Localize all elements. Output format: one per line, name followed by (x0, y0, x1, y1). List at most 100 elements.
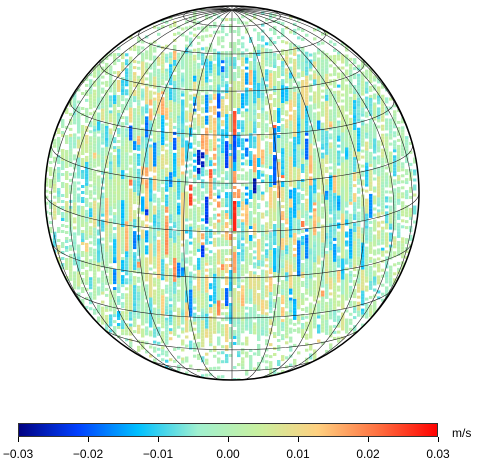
velocity-cell (269, 130, 273, 134)
velocity-cell (105, 116, 109, 120)
velocity-cell (153, 79, 157, 83)
velocity-cell (277, 195, 281, 198)
velocity-cell (125, 260, 129, 264)
velocity-cell (289, 255, 293, 259)
velocity-cell (105, 179, 109, 183)
velocity-cell (77, 118, 81, 122)
velocity-cell (197, 53, 201, 57)
velocity-cell (277, 363, 281, 366)
velocity-cell (185, 299, 189, 303)
velocity-cell (125, 215, 129, 219)
velocity-cell (281, 145, 285, 149)
velocity-cell (157, 263, 161, 267)
velocity-cell (225, 204, 229, 208)
velocity-cell (73, 118, 77, 122)
velocity-cell (197, 266, 201, 270)
velocity-cell (201, 275, 205, 279)
velocity-cell (281, 73, 285, 77)
velocity-cell (193, 300, 197, 304)
velocity-cell (285, 227, 289, 231)
velocity-cell (137, 195, 141, 199)
velocity-cell (93, 149, 97, 153)
velocity-cell (197, 236, 201, 240)
velocity-cell (257, 308, 261, 311)
velocity-cell (45, 183, 49, 187)
velocity-cell (237, 165, 241, 169)
velocity-cell (185, 200, 189, 204)
velocity-cell (233, 213, 237, 216)
velocity-cell (269, 79, 273, 83)
velocity-cell (145, 35, 149, 39)
velocity-cell (189, 217, 193, 221)
velocity-cell (269, 37, 273, 41)
velocity-cell (193, 150, 197, 154)
velocity-cell (241, 366, 245, 370)
velocity-cell (181, 273, 185, 277)
velocity-cell (197, 176, 201, 180)
velocity-cell (73, 133, 77, 137)
velocity-cell (245, 204, 249, 208)
velocity-cell (289, 249, 293, 253)
velocity-cell (221, 75, 225, 79)
velocity-cell (289, 162, 293, 166)
velocity-cell (293, 76, 297, 80)
velocity-cell (213, 21, 217, 25)
velocity-cell (69, 103, 73, 107)
velocity-cell (93, 188, 97, 192)
velocity-cell (93, 263, 97, 267)
velocity-cell (117, 197, 121, 200)
velocity-cell (61, 251, 65, 254)
velocity-cell (109, 128, 113, 132)
velocity-cell (65, 267, 69, 270)
velocity-cell (257, 368, 261, 371)
velocity-cell (105, 317, 109, 321)
velocity-cell (233, 192, 237, 195)
velocity-cell (229, 252, 233, 255)
velocity-cell (201, 53, 205, 57)
velocity-cell (121, 116, 125, 120)
velocity-cell (153, 64, 157, 68)
velocity-cell (281, 262, 285, 266)
velocity-cell (93, 296, 97, 300)
velocity-cell (113, 182, 117, 186)
velocity-cell (281, 34, 285, 38)
velocity-cell (137, 258, 141, 262)
velocity-cell (257, 137, 261, 140)
velocity-cell (133, 285, 137, 289)
velocity-cell (281, 61, 285, 65)
velocity-cell (213, 180, 217, 184)
velocity-cell (277, 270, 281, 273)
velocity-cell (225, 171, 229, 175)
velocity-cell (113, 275, 117, 279)
velocity-cell (133, 279, 137, 283)
velocity-cell (237, 48, 241, 52)
velocity-cell (253, 232, 257, 236)
velocity-cell (237, 96, 241, 100)
velocity-cell (233, 162, 237, 165)
velocity-cell (113, 188, 117, 192)
velocity-cell (185, 269, 189, 273)
velocity-cell (237, 342, 241, 346)
velocity-cell (221, 258, 225, 262)
velocity-cell (153, 295, 157, 299)
velocity-cell (109, 221, 113, 225)
velocity-cell (101, 75, 105, 79)
velocity-cell (141, 241, 145, 245)
velocity-cell (129, 83, 133, 87)
velocity-cell (169, 307, 173, 311)
velocity-cell (185, 59, 189, 63)
velocity-cell (285, 59, 289, 63)
velocity-cell (193, 174, 197, 178)
velocity-cell (77, 193, 81, 197)
velocity-cell (105, 263, 109, 267)
velocity-cell (221, 375, 225, 379)
velocity-cell (289, 204, 293, 208)
velocity-cell (249, 277, 253, 280)
velocity-cell (65, 183, 69, 186)
velocity-cell (257, 185, 261, 188)
velocity-cell (145, 110, 149, 114)
velocity-cell (237, 195, 241, 199)
velocity-cell (93, 230, 97, 234)
velocity-cell (265, 354, 269, 358)
velocity-cell (281, 217, 285, 221)
